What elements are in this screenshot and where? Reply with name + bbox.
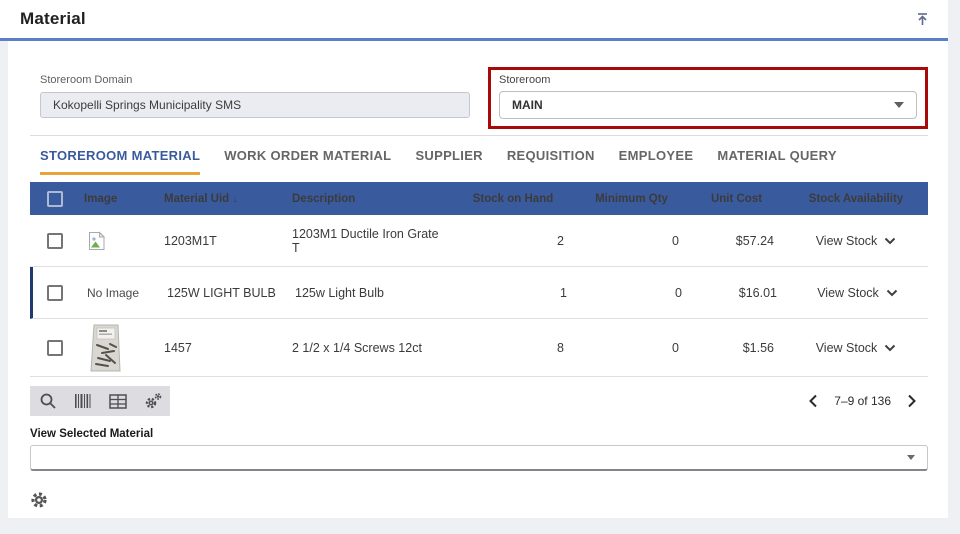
stock-on-hand-cell: 8 bbox=[557, 340, 564, 355]
filter-fields-row: Storeroom Domain Kokopelli Springs Munic… bbox=[30, 41, 928, 129]
gear-icon[interactable] bbox=[30, 491, 48, 509]
pagination: 7–9 of 136 bbox=[805, 393, 920, 409]
fields-divider bbox=[30, 135, 928, 136]
view-selected-material-select[interactable] bbox=[30, 445, 928, 471]
description-cell: 1203M1 Ductile Iron Grate T bbox=[292, 226, 439, 255]
unit-cost-cell: $1.56 bbox=[742, 340, 774, 355]
storeroom-selected-value: MAIN bbox=[512, 98, 543, 112]
title-divider bbox=[0, 38, 948, 41]
view-stock-button[interactable]: View Stock bbox=[784, 234, 928, 248]
page-title: Material bbox=[20, 9, 86, 28]
description-cell: 125w Light Bulb bbox=[295, 285, 384, 300]
stock-on-hand-cell: 1 bbox=[560, 285, 567, 300]
chevron-right-icon[interactable] bbox=[904, 393, 920, 409]
chevron-down-icon bbox=[885, 237, 896, 244]
pagination-range-label: 7–9 of 136 bbox=[834, 394, 891, 408]
column-header-material-uid[interactable]: Material Uid ↓ bbox=[164, 192, 238, 205]
tab-storeroom-material[interactable]: STOREROOM MATERIAL bbox=[40, 148, 201, 175]
storeroom-label: Storeroom bbox=[499, 74, 551, 86]
sort-descending-icon: ↓ bbox=[232, 192, 238, 205]
page-header: Material bbox=[0, 0, 948, 38]
storeroom-highlight-annotation: Storeroom MAIN bbox=[488, 67, 928, 129]
table-header-row: Image Material Uid ↓ Description Stock on… bbox=[30, 182, 928, 215]
unit-cost-cell: $57.24 bbox=[735, 233, 774, 248]
storeroom-select[interactable]: MAIN bbox=[499, 91, 917, 119]
column-header-stock-availability[interactable]: Stock Availability bbox=[808, 192, 904, 205]
row-checkbox[interactable] bbox=[47, 284, 63, 301]
broken-image-icon bbox=[89, 230, 106, 250]
table-toolbar: 7–9 of 136 bbox=[30, 386, 928, 416]
material-panel: Storeroom Domain Kokopelli Springs Munic… bbox=[8, 41, 948, 518]
view-selected-material-label: View Selected Material bbox=[30, 428, 154, 440]
no-image-text: No Image bbox=[87, 285, 140, 300]
chevron-down-icon bbox=[885, 344, 896, 351]
settings-gears-icon[interactable] bbox=[135, 386, 170, 416]
tab-material-query[interactable]: MATERIAL QUERY bbox=[717, 148, 837, 163]
table-row: 1203M1T 1203M1 Ductile Iron Grate T 2 0 … bbox=[30, 215, 928, 267]
table-row: No Image 125W LIGHT BULB 125w Light Bulb… bbox=[30, 267, 928, 319]
column-header-stock-on-hand[interactable]: Stock on Hand bbox=[472, 192, 554, 205]
minimum-qty-cell: 0 bbox=[672, 340, 679, 355]
align-top-icon[interactable] bbox=[912, 9, 932, 29]
row-checkbox[interactable] bbox=[47, 339, 63, 356]
tab-bar: STOREROOM MATERIAL WORK ORDER MATERIAL S… bbox=[40, 148, 928, 175]
minimum-qty-cell: 0 bbox=[672, 233, 679, 248]
material-uid-cell: 1457 bbox=[164, 340, 192, 355]
column-header-unit-cost[interactable]: Unit Cost bbox=[710, 192, 763, 205]
tab-work-order-material[interactable]: WORK ORDER MATERIAL bbox=[224, 148, 392, 163]
column-header-description[interactable]: Description bbox=[292, 192, 356, 205]
material-table: Image Material Uid ↓ Description Stock on… bbox=[30, 182, 928, 377]
storeroom-domain-label: Storeroom Domain bbox=[40, 74, 133, 86]
select-all-checkbox[interactable] bbox=[47, 190, 63, 207]
chevron-left-icon[interactable] bbox=[805, 393, 821, 409]
unit-cost-cell: $16.01 bbox=[738, 285, 777, 300]
barcode-icon[interactable] bbox=[65, 386, 100, 416]
chevron-down-icon bbox=[907, 455, 915, 460]
storeroom-domain-value: Kokopelli Springs Municipality SMS bbox=[53, 98, 242, 112]
material-photo-thumbnail[interactable] bbox=[88, 323, 124, 373]
material-uid-cell: 1203M1T bbox=[164, 233, 217, 248]
search-icon[interactable] bbox=[30, 386, 65, 416]
storeroom-domain-field-group: Storeroom Domain Kokopelli Springs Munic… bbox=[40, 67, 470, 118]
table-row: 1457 2 1/2 x 1/4 Screws 12ct 8 0 $1.56 V… bbox=[30, 319, 928, 377]
tab-requisition[interactable]: REQUISITION bbox=[506, 148, 595, 163]
row-checkbox[interactable] bbox=[47, 232, 63, 249]
stock-on-hand-cell: 2 bbox=[557, 233, 564, 248]
view-selected-material-group: View Selected Material bbox=[30, 428, 928, 471]
tab-supplier[interactable]: SUPPLIER bbox=[415, 148, 483, 163]
column-header-minimum-qty[interactable]: Minimum Qty bbox=[595, 192, 668, 205]
header-select-all-cell bbox=[30, 190, 76, 207]
toolbar-icon-bar bbox=[30, 386, 170, 416]
view-stock-button[interactable]: View Stock bbox=[784, 341, 928, 355]
chevron-down-icon bbox=[886, 289, 898, 296]
minimum-qty-cell: 0 bbox=[675, 285, 682, 300]
view-stock-button[interactable]: View Stock bbox=[787, 286, 928, 300]
storeroom-domain-input[interactable]: Kokopelli Springs Municipality SMS bbox=[40, 92, 470, 118]
column-header-image[interactable]: Image bbox=[84, 192, 118, 205]
material-uid-cell: 125W LIGHT BULB bbox=[167, 285, 276, 300]
table-view-icon[interactable] bbox=[100, 386, 135, 416]
chevron-down-icon bbox=[894, 102, 904, 108]
tab-employee[interactable]: EMPLOYEE bbox=[618, 148, 694, 163]
description-cell: 2 1/2 x 1/4 Screws 12ct bbox=[292, 340, 422, 355]
